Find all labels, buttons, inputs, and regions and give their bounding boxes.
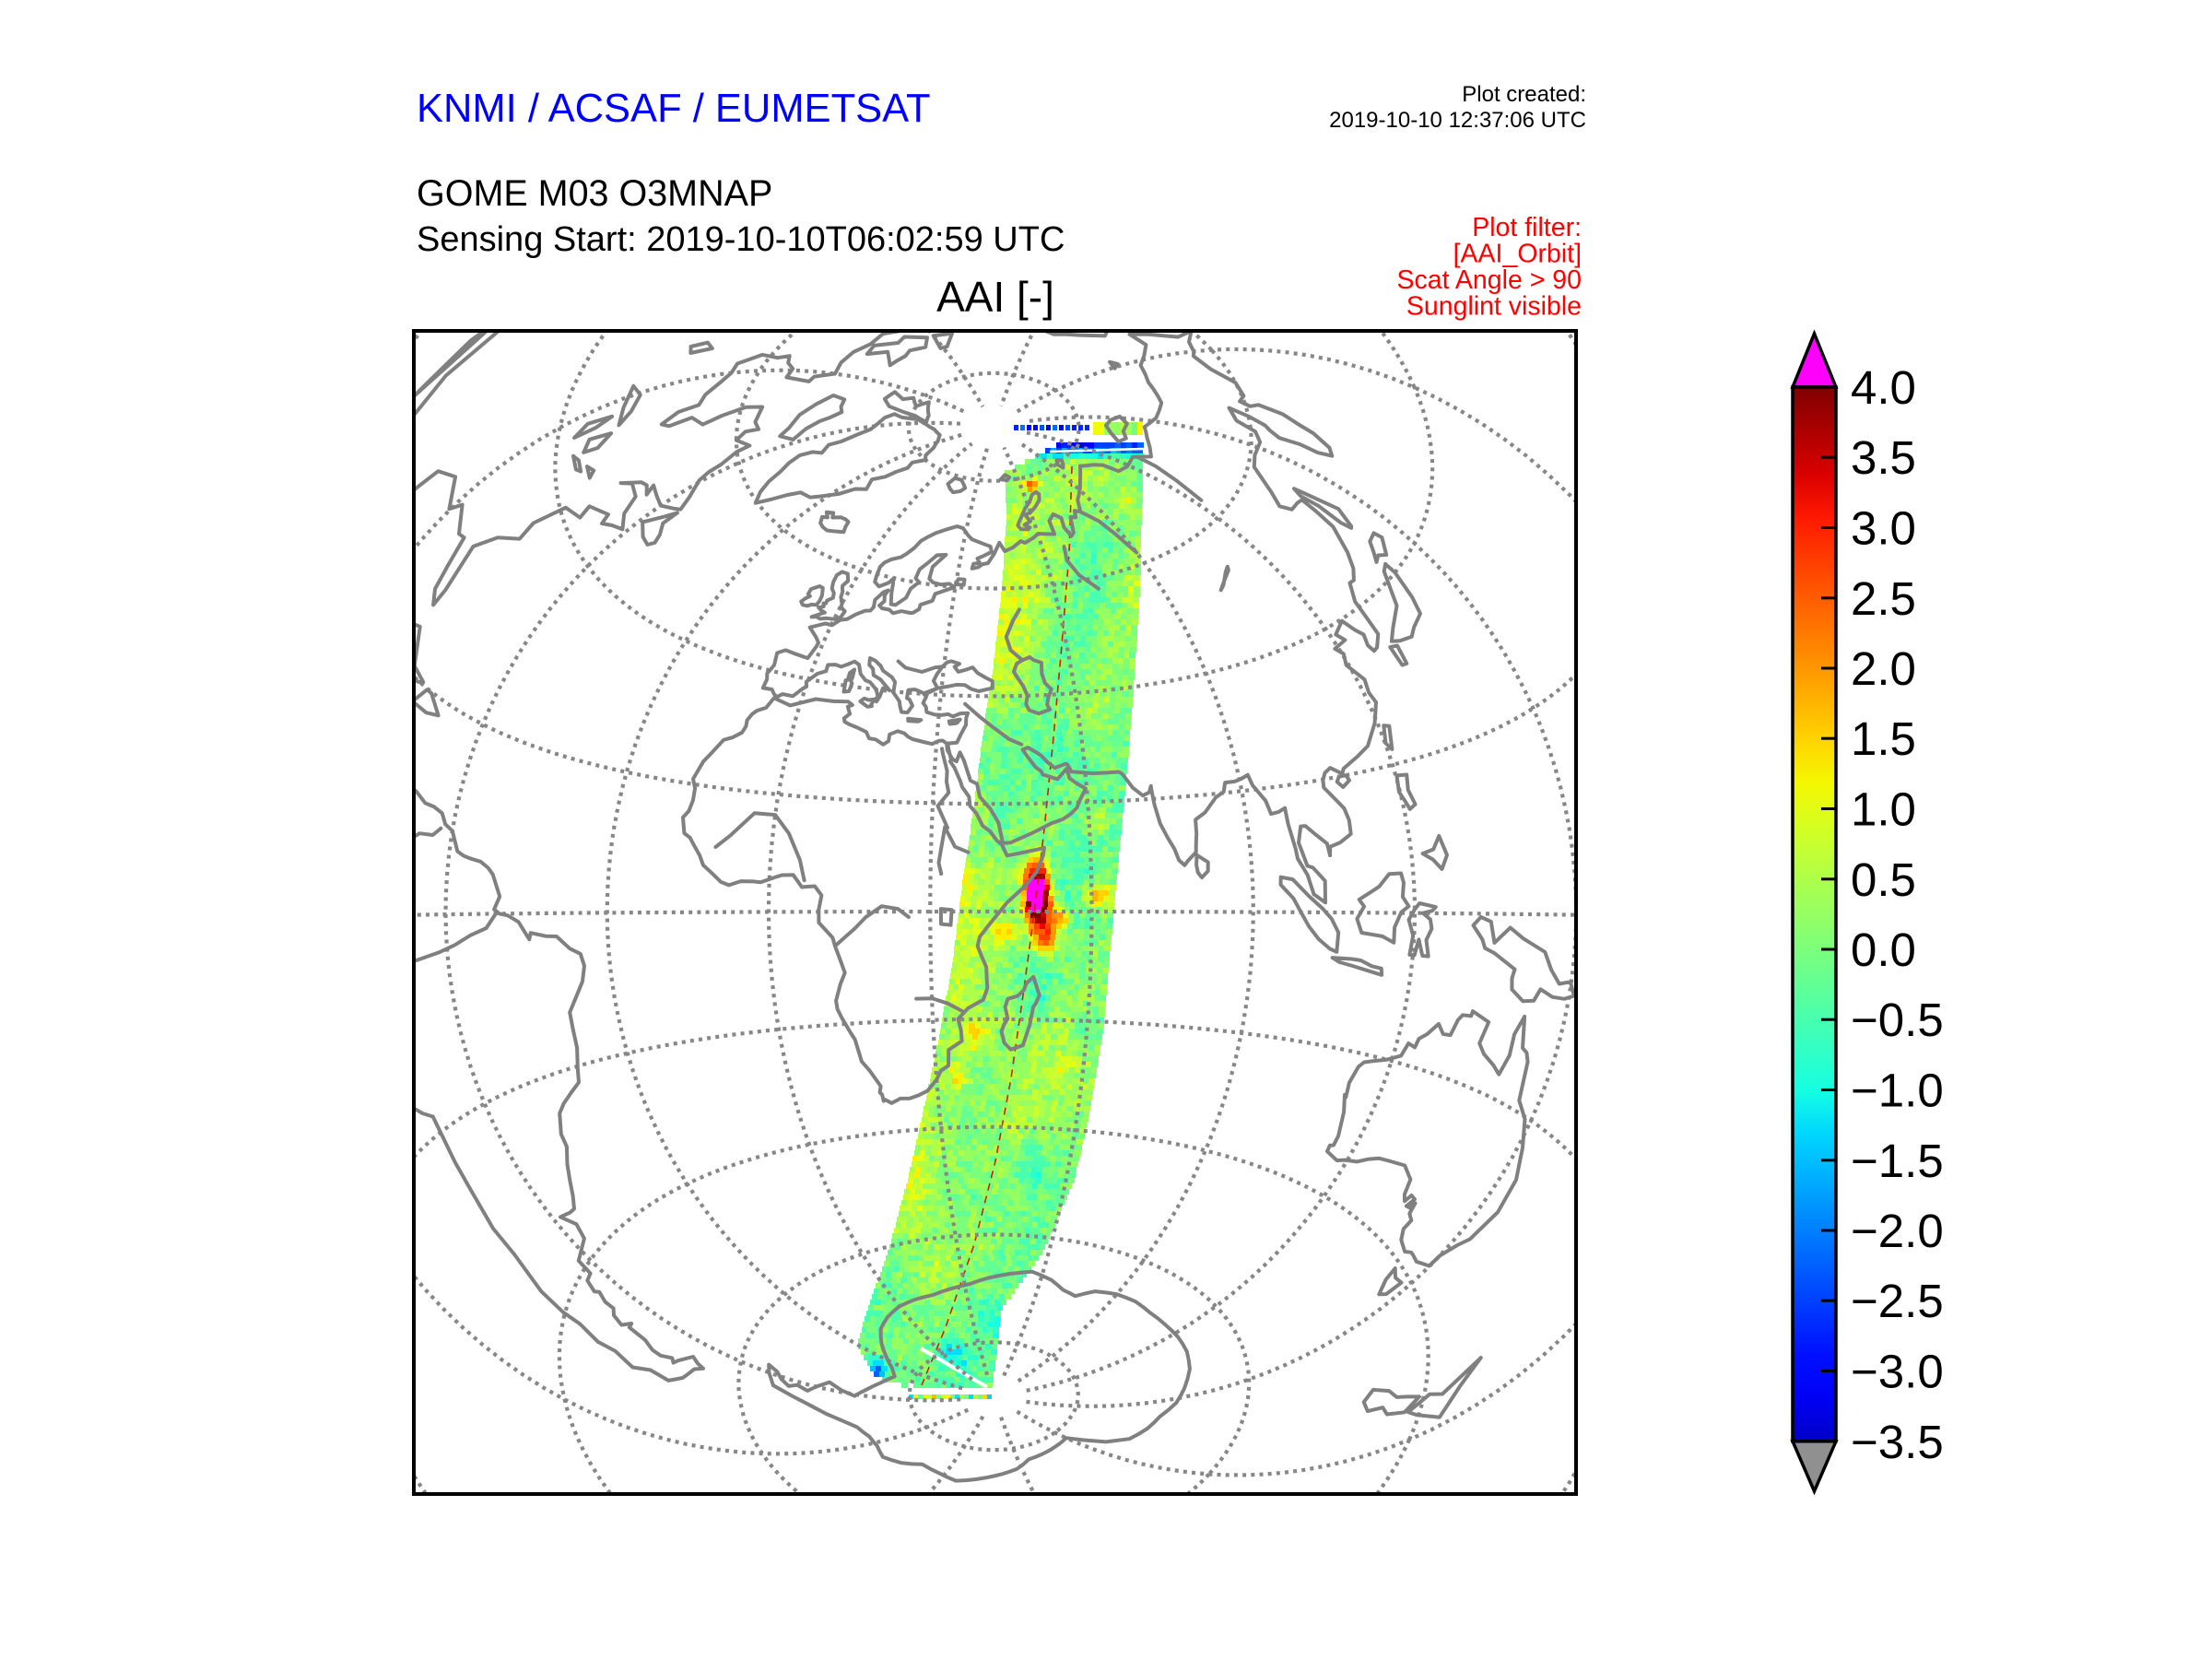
svg-text:2019-10-10 12:37:06 UTC: 2019-10-10 12:37:06 UTC (1329, 108, 1586, 133)
svg-text:Sunglint visible: Sunglint visible (1406, 292, 1582, 322)
svg-text:−3.0: −3.0 (1851, 1346, 1944, 1398)
svg-text:2.5: 2.5 (1851, 572, 1916, 625)
svg-text:4.0: 4.0 (1851, 361, 1916, 414)
svg-text:Scat Angle > 90: Scat Angle > 90 (1397, 265, 1582, 295)
svg-text:1.5: 1.5 (1851, 712, 1916, 765)
svg-text:Plot filter:: Plot filter: (1472, 213, 1582, 242)
svg-text:0.5: 0.5 (1851, 853, 1916, 906)
svg-text:3.5: 3.5 (1851, 431, 1916, 484)
svg-text:GOME M03 O3MNAP: GOME M03 O3MNAP (417, 173, 772, 214)
svg-text:Sensing Start: 2019-10-10T06:0: Sensing Start: 2019-10-10T06:02:59 UTC (417, 220, 1065, 259)
svg-text:0.0: 0.0 (1851, 924, 1916, 976)
svg-text:−3.5: −3.5 (1851, 1416, 1944, 1468)
svg-text:−2.0: −2.0 (1851, 1205, 1944, 1257)
svg-text:AAI [-]: AAI [-] (936, 273, 1054, 321)
svg-text:Plot created:: Plot created: (1462, 82, 1586, 107)
svg-text:−2.5: −2.5 (1851, 1275, 1944, 1327)
svg-text:2.0: 2.0 (1851, 642, 1916, 695)
svg-text:1.0: 1.0 (1851, 783, 1916, 836)
svg-text:−0.5: −0.5 (1851, 994, 1944, 1046)
svg-text:−1.5: −1.5 (1851, 1135, 1944, 1187)
svg-text:−1.0: −1.0 (1851, 1065, 1944, 1117)
svg-text:3.0: 3.0 (1851, 502, 1916, 555)
svg-text:KNMI / ACSAF / EUMETSAT: KNMI / ACSAF / EUMETSAT (417, 87, 931, 131)
svg-text:[AAI_Orbit]: [AAI_Orbit] (1453, 240, 1582, 269)
